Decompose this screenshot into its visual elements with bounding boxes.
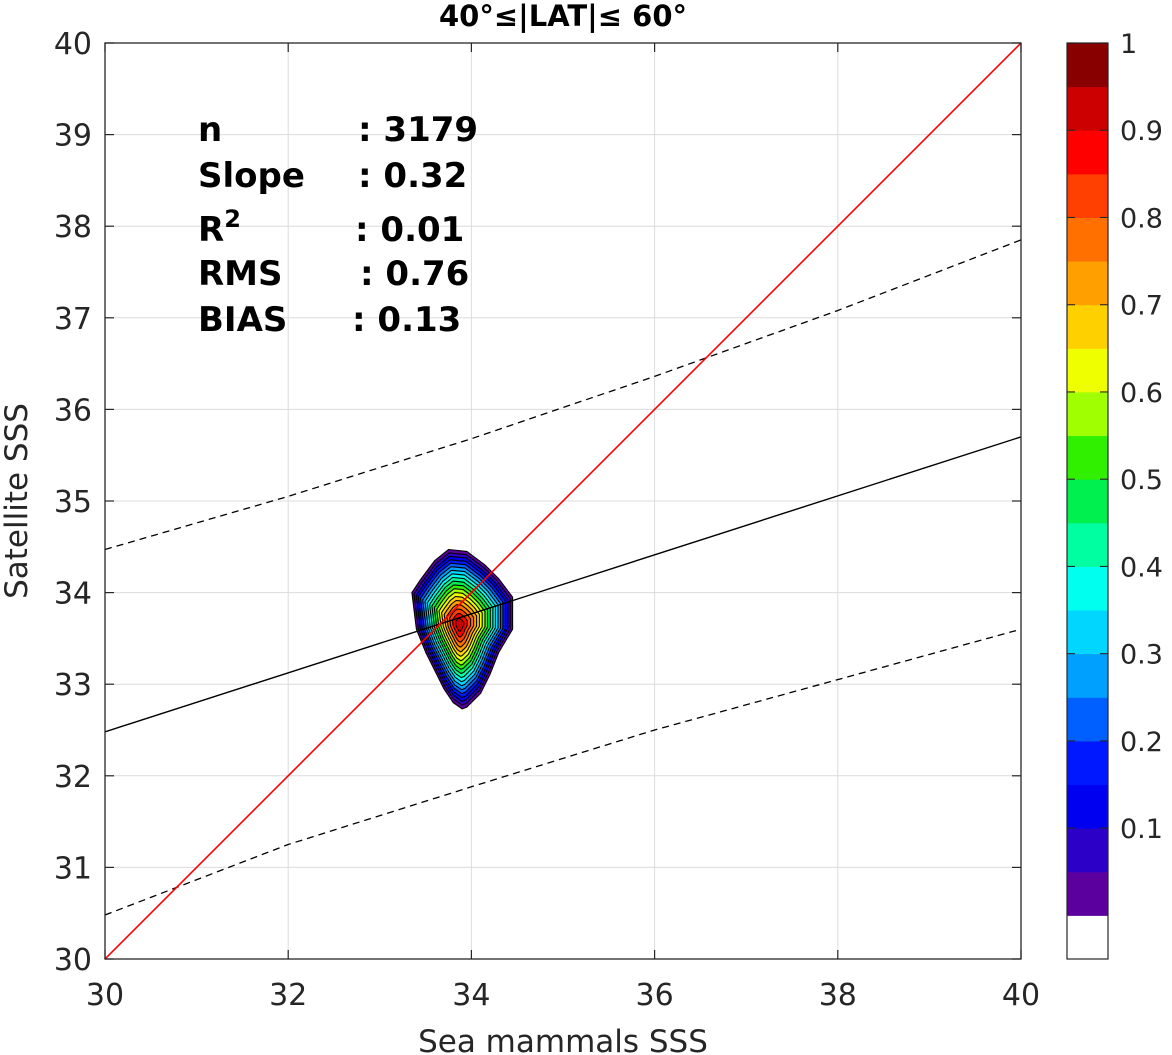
- stat-label: Slope: [198, 156, 305, 196]
- chart-title: 40°≤|LAT|≤ 60°: [439, 0, 687, 33]
- colorbar-segment: [1067, 391, 1108, 437]
- colorbar-segment: [1067, 653, 1108, 698]
- colorbar-segment: [1067, 43, 1108, 88]
- colorbar-segment: [1067, 435, 1108, 480]
- colorbar-segment: [1067, 697, 1108, 742]
- colorbar-segment: [1067, 871, 1108, 916]
- x-tick-label: 30: [86, 978, 124, 1013]
- stat-label: BIAS: [198, 300, 287, 340]
- colorbar-tick-label: 0.6: [1120, 378, 1163, 409]
- colorbar-segment: [1067, 261, 1108, 306]
- colorbar-segment: [1067, 479, 1108, 524]
- density-contours: [411, 548, 514, 710]
- y-tick-label: 35: [54, 485, 92, 520]
- colorbar-segment: [1067, 304, 1108, 349]
- x-tick-label: 34: [452, 978, 490, 1013]
- y-tick-label: 37: [54, 302, 92, 337]
- x-axis-label: Sea mammals SSS: [418, 1024, 708, 1055]
- colorbar-frame: [1066, 42, 1109, 960]
- colorbar-segment: [1067, 740, 1108, 786]
- colorbar-segment: [1067, 522, 1108, 567]
- stat-label: RMS: [198, 254, 283, 294]
- colorbar-tick-label: 0.9: [1120, 116, 1163, 147]
- colorbar-segment: [1067, 86, 1108, 131]
- stat-value: : 3179: [358, 110, 478, 150]
- y-tick-label: 34: [54, 577, 92, 612]
- x-tick-label: 40: [1002, 978, 1040, 1013]
- x-tick-label: 38: [819, 978, 857, 1013]
- stat-value: : 0.13: [352, 300, 461, 340]
- y-tick-label: 40: [54, 27, 92, 62]
- colorbar-segment: [1067, 784, 1108, 829]
- colorbar-segment: [1067, 566, 1108, 611]
- y-tick-label: 36: [54, 393, 92, 428]
- axes-ticks: [104, 42, 1022, 960]
- upper-bound-line: [105, 239, 1021, 551]
- colorbar: 0.1 0.2 0.3 0.4 0.5 0.6 0.7 0.8 0.9 1: [1066, 29, 1163, 960]
- colorbar-segment: [1067, 828, 1108, 873]
- stat-value: : 0.01: [355, 210, 464, 250]
- colorbar-tick-label: 0.4: [1120, 552, 1163, 583]
- y-tick-label: 31: [54, 851, 92, 886]
- colorbar-segment: [1067, 217, 1108, 262]
- colorbar-tick-label: 0.8: [1120, 203, 1163, 234]
- colorbar-segment: [1067, 130, 1108, 175]
- lower-bound-line: [105, 628, 1021, 916]
- colorbar-segment: [1067, 348, 1108, 393]
- fit-line: [105, 436, 1021, 733]
- x-tick-label: 36: [636, 978, 674, 1013]
- reference-lines: [105, 43, 1021, 959]
- colorbar-tick-label: 0.1: [1120, 814, 1163, 845]
- colorbar-tick-label: 0.3: [1120, 640, 1163, 671]
- colorbar-tick-label: 0.2: [1120, 727, 1163, 758]
- colorbar-segment: [1067, 610, 1108, 655]
- y-tick-label: 32: [54, 760, 92, 795]
- stat-value: : 0.32: [358, 156, 467, 196]
- identity-line: [105, 43, 1021, 959]
- x-tick-label: 32: [269, 978, 307, 1013]
- y-tick-label: 38: [54, 210, 92, 245]
- stat-label: n: [198, 110, 222, 150]
- colorbar-segment: [1067, 173, 1108, 218]
- y-tick-label: 30: [54, 943, 92, 978]
- y-axis-label: Satellite SSS: [0, 403, 35, 599]
- y-tick-label: 39: [54, 119, 92, 154]
- colorbar-tick-label: 0.5: [1120, 465, 1163, 496]
- grid-lines: [104, 42, 1022, 960]
- colorbar-tick-label: 0.7: [1120, 291, 1163, 322]
- y-tick-labels: 30 31 32 33 34 35 36 37 38 39 40: [54, 27, 92, 978]
- x-tick-labels: 30 32 34 36 38 40: [86, 978, 1040, 1013]
- stat-label-superscript: 2: [224, 205, 241, 233]
- colorbar-tick-label: 1: [1120, 29, 1137, 60]
- stat-value: : 0.76: [360, 254, 469, 294]
- colorbar-segment: [1067, 915, 1108, 960]
- y-tick-label: 33: [54, 668, 92, 703]
